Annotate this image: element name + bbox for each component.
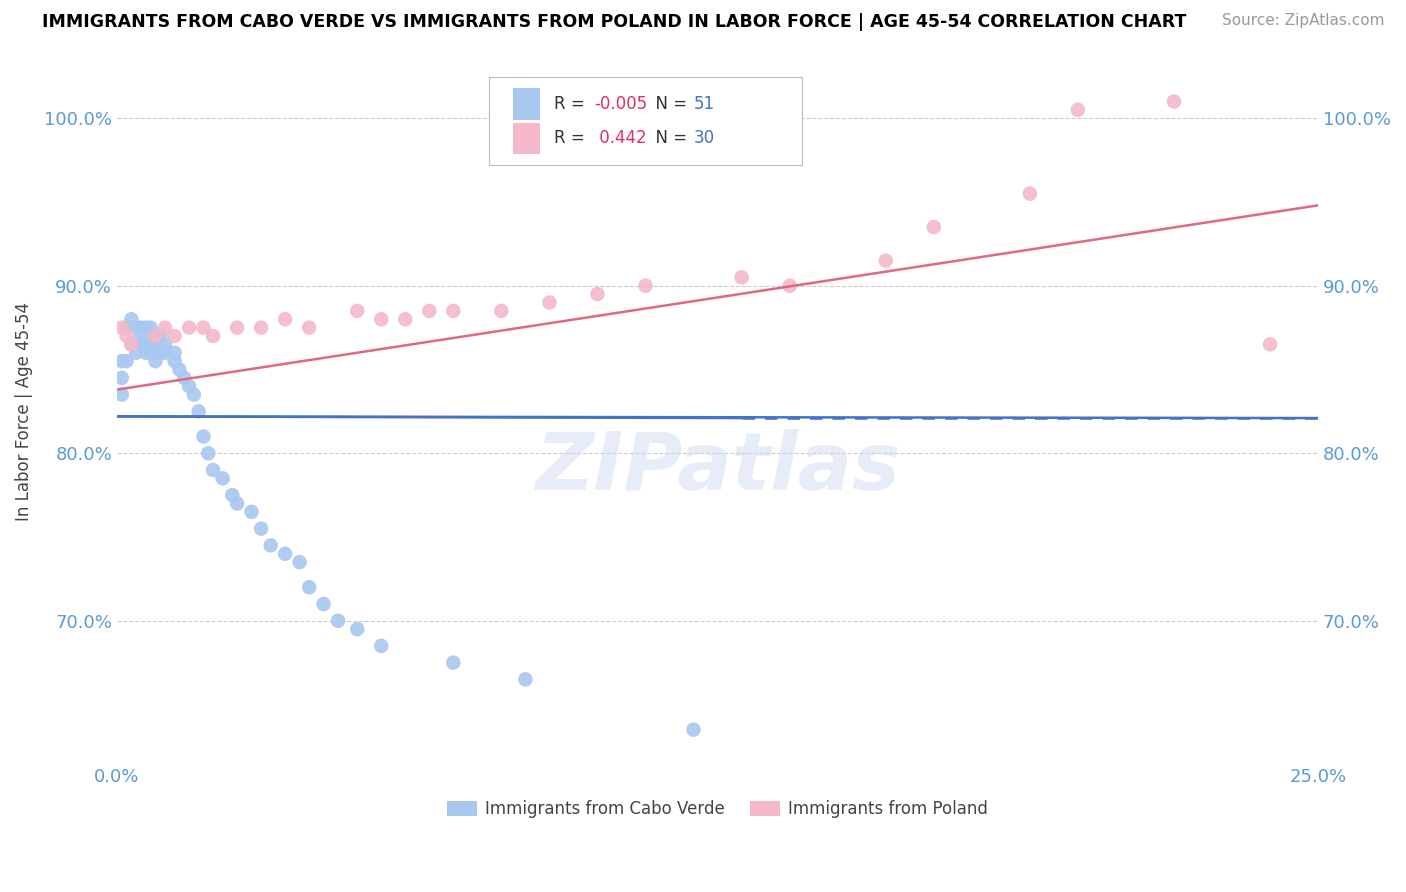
Point xyxy=(326,614,349,628)
Point xyxy=(274,312,297,326)
Bar xyxy=(513,88,540,120)
Point xyxy=(153,337,176,351)
Point xyxy=(115,354,138,368)
Point xyxy=(145,337,167,351)
Point xyxy=(226,320,249,334)
Point xyxy=(120,337,142,351)
Text: R =: R = xyxy=(554,129,591,147)
Point xyxy=(163,329,186,343)
Point xyxy=(125,320,148,334)
Point xyxy=(634,278,657,293)
Point xyxy=(1067,103,1090,117)
Text: N =: N = xyxy=(645,129,693,147)
Point xyxy=(370,639,392,653)
Point xyxy=(129,320,152,334)
Point xyxy=(153,345,176,359)
Text: Source: ZipAtlas.com: Source: ZipAtlas.com xyxy=(1222,13,1385,29)
Point xyxy=(197,446,219,460)
Point xyxy=(115,320,138,334)
Point xyxy=(139,337,162,351)
Point xyxy=(145,329,167,343)
Point xyxy=(875,253,897,268)
Point xyxy=(177,320,200,334)
FancyBboxPatch shape xyxy=(489,78,801,165)
Point xyxy=(111,354,134,368)
Point xyxy=(240,505,263,519)
Point xyxy=(129,337,152,351)
Text: 30: 30 xyxy=(693,129,714,147)
Point xyxy=(135,337,157,351)
Point xyxy=(298,320,321,334)
Point xyxy=(370,312,392,326)
Point xyxy=(274,547,297,561)
Point xyxy=(418,303,440,318)
Point xyxy=(586,287,609,301)
Point xyxy=(288,555,311,569)
Legend: Immigrants from Cabo Verde, Immigrants from Poland: Immigrants from Cabo Verde, Immigrants f… xyxy=(440,794,995,825)
Point xyxy=(394,312,416,326)
Point xyxy=(682,723,704,737)
Point xyxy=(1163,95,1185,109)
Text: -0.005: -0.005 xyxy=(593,95,647,113)
Point xyxy=(193,320,215,334)
Point xyxy=(226,496,249,510)
Text: ZIPatlas: ZIPatlas xyxy=(536,429,900,507)
Point xyxy=(187,404,209,418)
Point xyxy=(135,320,157,334)
Point xyxy=(139,320,162,334)
Point xyxy=(346,622,368,636)
Point xyxy=(129,329,152,343)
Point xyxy=(298,580,321,594)
Point xyxy=(779,278,801,293)
Y-axis label: In Labor Force | Age 45-54: In Labor Force | Age 45-54 xyxy=(15,301,32,521)
Point xyxy=(111,387,134,401)
Point xyxy=(730,270,752,285)
Point xyxy=(125,345,148,359)
Point xyxy=(120,312,142,326)
Point xyxy=(312,597,335,611)
Point xyxy=(145,329,167,343)
Point xyxy=(163,354,186,368)
Point xyxy=(169,362,191,376)
Point xyxy=(538,295,561,310)
Point xyxy=(346,303,368,318)
Point xyxy=(145,354,167,368)
Bar xyxy=(513,122,540,154)
Point xyxy=(202,329,225,343)
Point xyxy=(202,463,225,477)
Point xyxy=(111,371,134,385)
Point xyxy=(1018,186,1040,201)
Text: R =: R = xyxy=(554,95,591,113)
Point xyxy=(193,429,215,443)
Text: 51: 51 xyxy=(693,95,714,113)
Text: N =: N = xyxy=(645,95,693,113)
Text: IMMIGRANTS FROM CABO VERDE VS IMMIGRANTS FROM POLAND IN LABOR FORCE | AGE 45-54 : IMMIGRANTS FROM CABO VERDE VS IMMIGRANTS… xyxy=(42,13,1187,31)
Point xyxy=(111,320,134,334)
Point xyxy=(177,379,200,393)
Point xyxy=(250,522,273,536)
Point xyxy=(441,303,464,318)
Point xyxy=(135,345,157,359)
Point xyxy=(183,387,205,401)
Point xyxy=(211,471,233,485)
Text: 0.442: 0.442 xyxy=(593,129,647,147)
Point xyxy=(173,371,195,385)
Point xyxy=(149,329,172,343)
Point xyxy=(153,320,176,334)
Point xyxy=(491,303,513,318)
Point xyxy=(1258,337,1281,351)
Point xyxy=(149,345,172,359)
Point xyxy=(260,538,283,552)
Point xyxy=(163,345,186,359)
Point xyxy=(922,220,945,235)
Point xyxy=(120,337,142,351)
Point xyxy=(250,320,273,334)
Point xyxy=(441,656,464,670)
Point xyxy=(515,673,537,687)
Point xyxy=(115,329,138,343)
Point xyxy=(221,488,243,502)
Point xyxy=(139,345,162,359)
